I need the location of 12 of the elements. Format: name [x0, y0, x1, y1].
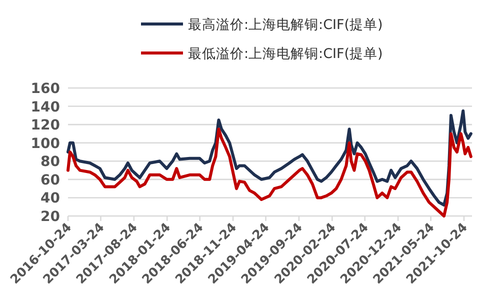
y-tick-label: 80 [40, 154, 60, 170]
y-tick-label: 160 [30, 81, 60, 97]
y-tick-label: 60 [40, 172, 60, 188]
y-tick-label: 140 [30, 99, 60, 116]
legend-label: 最高溢价:上海电解铜:CIF(提单) [188, 17, 383, 33]
y-tick-label: 40 [40, 190, 60, 207]
line-series [66, 128, 472, 218]
y-tick-label: 20 [40, 209, 60, 225]
y-tick-label: 100 [30, 136, 60, 152]
y-tick-label: 120 [30, 118, 60, 134]
line-series [66, 109, 472, 206]
legend-label: 最低溢价:上海电解铜:CIF(提单) [188, 46, 383, 62]
